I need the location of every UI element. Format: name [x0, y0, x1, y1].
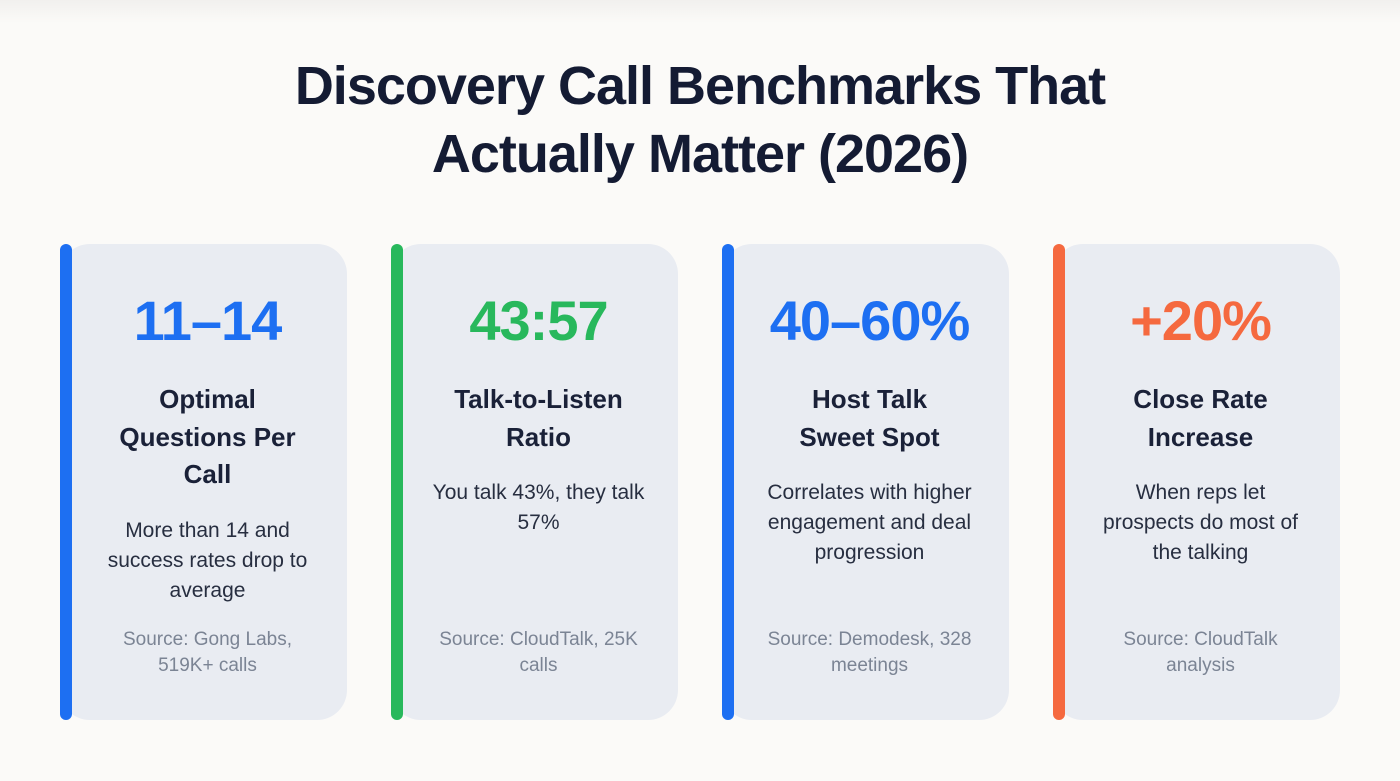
stat-source: Source: CloudTalk analysis [1123, 628, 1278, 677]
stat-heading: Close Rate Increase [1133, 384, 1268, 452]
stat-card-host-talk: 40–60% Host Talk Sweet Spot Correlates w… [722, 244, 1009, 721]
stat-description: You talk 43%, they talk 57% [432, 481, 645, 535]
stat-source: Source: CloudTalk, 25K calls [439, 628, 638, 677]
stat-description: When reps let prospects do most of the t… [1103, 481, 1298, 565]
stat-source: Source: Gong Labs, 519K+ calls [123, 628, 292, 677]
stat-heading: Talk-to-Listen Ratio [454, 384, 623, 452]
stat-value: +20% [1130, 289, 1272, 353]
stat-source: Source: Demodesk, 328 meetings [767, 628, 972, 677]
stat-value: 40–60% [769, 289, 971, 353]
stat-heading: Host Talk Sweet Spot [799, 384, 940, 452]
card-accent-bar [391, 244, 403, 721]
card-accent-bar [1053, 244, 1065, 721]
card-accent-bar [722, 244, 734, 721]
stat-value: 11–14 [133, 289, 283, 353]
stat-heading: Optimal Questions Per Call [119, 384, 296, 490]
stat-card-optimal-questions: 11–14 Optimal Questions Per Call More th… [60, 244, 347, 721]
stat-card-talk-listen-ratio: 43:57 Talk-to-Listen Ratio You talk 43%,… [391, 244, 678, 721]
card-accent-bar [60, 244, 72, 721]
page-title: Discovery Call Benchmarks That Actually … [294, 56, 1106, 185]
stat-description: More than 14 and success rates drop to a… [107, 519, 308, 602]
stat-value: 43:57 [469, 289, 608, 353]
stat-cards-row: 11–14 Optimal Questions Per Call More th… [0, 244, 1400, 721]
stat-card-close-rate: +20% Close Rate Increase When reps let p… [1053, 244, 1340, 721]
stat-description: Correlates with higher engagement and de… [767, 481, 972, 565]
